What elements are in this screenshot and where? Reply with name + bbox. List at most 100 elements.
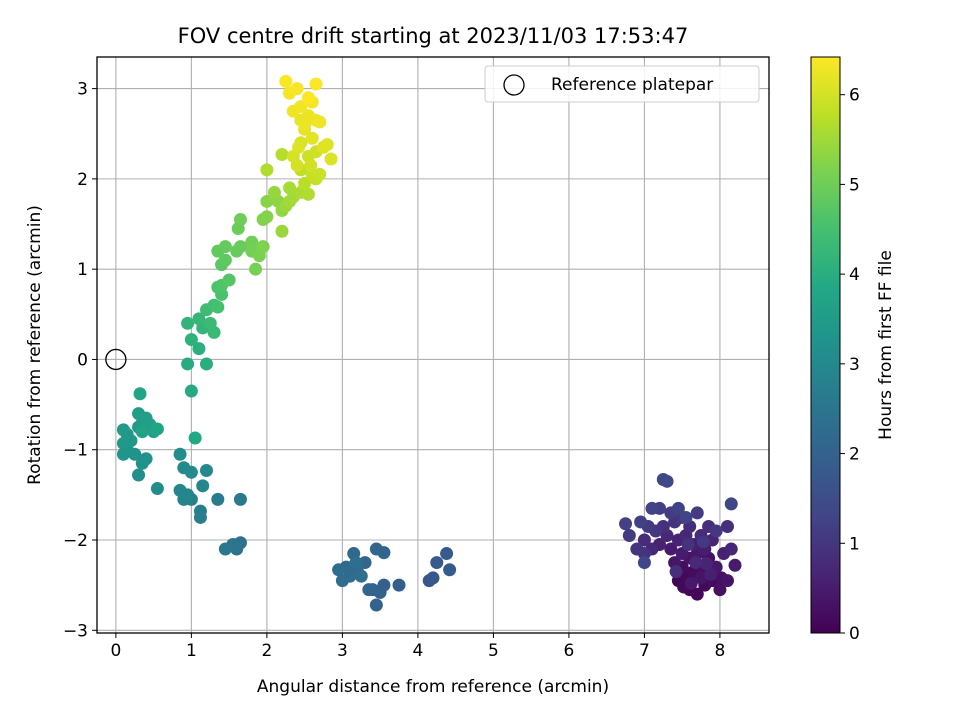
y-tick-label: 0 (77, 350, 88, 370)
colorbar-tick-label: 5 (849, 175, 860, 195)
data-point (139, 452, 153, 466)
legend: Reference platepar (484, 65, 760, 103)
data-point (188, 431, 202, 445)
data-point (301, 91, 315, 105)
data-point (135, 425, 149, 439)
data-point (728, 558, 742, 572)
data-point (245, 235, 259, 249)
colorbar-label: Hours from first FF file (876, 250, 896, 440)
colorbar-tick-label: 6 (849, 86, 860, 106)
y-axis-ticks: −3 −2 −1 0 1 2 3 (63, 80, 97, 641)
x-tick-label: 6 (563, 641, 574, 661)
colorbar-tick-label: 1 (849, 534, 860, 554)
data-point (689, 556, 703, 570)
data-point (267, 185, 281, 199)
data-point (724, 497, 738, 511)
data-point (292, 140, 306, 154)
y-tick-label: −2 (63, 531, 88, 551)
data-point (699, 556, 713, 570)
data-point (671, 501, 685, 515)
data-point (150, 482, 164, 496)
data-point (684, 576, 698, 590)
data-point (275, 224, 289, 238)
data-point (369, 598, 383, 612)
data-point (694, 571, 708, 585)
data-point (249, 262, 263, 276)
data-point (304, 158, 318, 172)
reference-marker (105, 348, 127, 371)
y-tick-label: −1 (63, 441, 88, 461)
data-point (335, 574, 349, 588)
colorbar-tick-label: 4 (849, 265, 860, 285)
data-point (430, 556, 444, 570)
data-point (199, 357, 213, 371)
y-tick-label: 3 (77, 80, 88, 100)
data-point (283, 181, 297, 195)
data-point (690, 587, 704, 601)
data-point (173, 447, 187, 461)
data-point (669, 565, 683, 579)
data-point (619, 517, 633, 531)
data-point (150, 422, 164, 436)
data-point (313, 115, 327, 129)
data-point (724, 542, 738, 556)
y-tick-label: 2 (77, 170, 88, 190)
data-point (305, 131, 319, 145)
data-point (298, 176, 312, 190)
data-point (116, 447, 130, 461)
data-point (681, 538, 695, 552)
data-points (116, 74, 742, 612)
data-point (656, 473, 670, 487)
data-point (426, 571, 440, 585)
x-tick-label: 4 (412, 641, 423, 661)
data-point (193, 504, 207, 518)
x-tick-label: 8 (715, 641, 726, 661)
data-point (634, 515, 648, 529)
data-point (637, 556, 651, 570)
legend-label: Reference platepar (551, 75, 713, 95)
data-point (298, 118, 312, 132)
x-tick-label: 2 (261, 641, 272, 661)
colorbar-gradient (810, 56, 841, 634)
data-point (279, 74, 293, 88)
data-point (349, 556, 363, 570)
x-tick-label: 5 (488, 641, 499, 661)
data-point (637, 533, 651, 547)
data-point (181, 357, 195, 371)
data-point (177, 461, 191, 475)
data-point (275, 148, 289, 162)
data-point (696, 535, 710, 549)
data-point (211, 492, 225, 506)
data-point (218, 253, 232, 267)
data-point (679, 510, 693, 524)
data-point (704, 567, 718, 581)
legend-marker (503, 74, 525, 96)
data-point (664, 542, 678, 556)
x-axis-ticks: 0 1 2 3 4 5 6 7 8 (110, 633, 725, 661)
y-tick-label: −3 (63, 621, 88, 641)
data-point (192, 342, 206, 356)
colorbar: 0 1 2 3 4 5 6 Hours from first FF file (810, 56, 896, 644)
data-point (332, 563, 346, 577)
legend-box (484, 65, 760, 103)
data-point (362, 583, 376, 597)
colorbar-ticks: 0 1 2 3 4 5 6 (840, 86, 860, 644)
data-point (645, 501, 659, 515)
data-point (313, 167, 327, 181)
data-point (173, 483, 187, 497)
data-point (309, 77, 323, 91)
data-point (440, 547, 454, 561)
colorbar-tick-label: 2 (849, 445, 860, 465)
data-point (443, 563, 457, 577)
data-point (233, 240, 247, 254)
data-point (358, 556, 372, 570)
data-point (132, 468, 146, 482)
data-point (196, 479, 210, 493)
data-point (203, 316, 217, 330)
data-point (218, 542, 232, 556)
data-point (713, 583, 727, 597)
x-axis-label: Angular distance from reference (arcmin) (257, 677, 609, 697)
data-point (301, 187, 315, 201)
data-point (622, 528, 636, 542)
